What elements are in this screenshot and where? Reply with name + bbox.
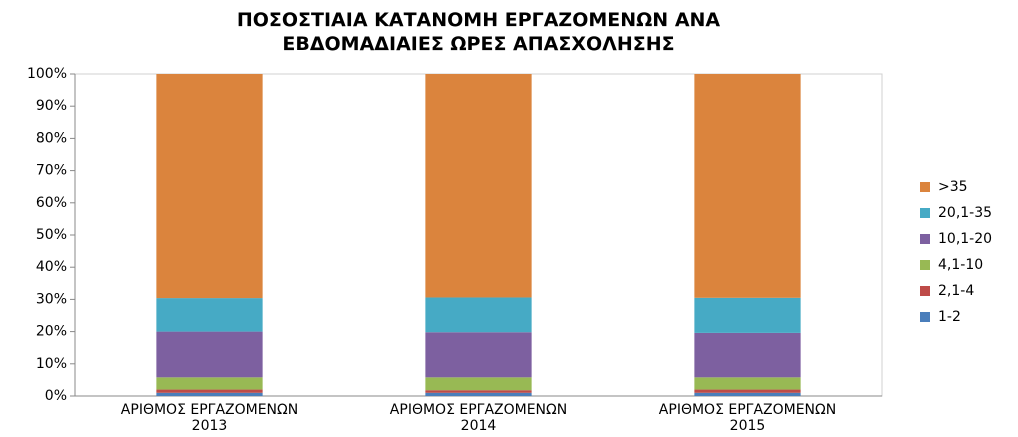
legend-label: 4,1-10: [938, 257, 983, 273]
y-tick-label: 80%: [36, 130, 67, 146]
bar-segment: [425, 392, 532, 396]
legend-swatch: [920, 208, 930, 218]
legend-swatch: [920, 260, 930, 270]
legend-swatch: [920, 182, 930, 192]
bar-segment: [694, 392, 801, 396]
bar-segment: [694, 377, 801, 390]
bar-segment: [156, 74, 263, 299]
bar-segment: [694, 297, 801, 333]
y-tick-label: 30%: [36, 291, 67, 307]
bar-segment: [694, 74, 801, 298]
bar-segment: [694, 389, 801, 393]
y-tick-label: 40%: [36, 259, 67, 275]
bar-segment: [425, 390, 532, 393]
legend-label: >35: [938, 179, 968, 195]
y-tick-label: 50%: [36, 227, 67, 243]
legend-label: 20,1-35: [938, 205, 992, 221]
bar-segment: [156, 389, 263, 393]
bar-segment: [156, 377, 263, 390]
y-tick-label: 70%: [36, 163, 67, 179]
y-tick-label: 20%: [36, 324, 67, 340]
legend-label: 2,1-4: [938, 283, 974, 299]
y-tick-label: 10%: [36, 356, 67, 372]
x-tick-label: ΑΡΙΘΜΟΣ ΕΡΓΑΖΟΜΕΝΩΝ 2013: [120, 402, 299, 434]
legend-label: 1-2: [938, 309, 961, 325]
legend-label: 10,1-20: [938, 231, 992, 247]
x-tick-label: ΑΡΙΘΜΟΣ ΕΡΓΑΖΟΜΕΝΩΝ 2014: [389, 402, 568, 434]
bar-segment: [425, 297, 532, 333]
legend-swatch: [920, 234, 930, 244]
legend-swatch: [920, 312, 930, 322]
x-tick-label: ΑΡΙΘΜΟΣ ΕΡΓΑΖΟΜΕΝΩΝ 2015: [658, 402, 837, 434]
y-tick-label: 0%: [45, 388, 67, 404]
y-tick-label: 90%: [36, 98, 67, 114]
bar-segment: [156, 392, 263, 396]
y-tick-label: 60%: [36, 195, 67, 211]
bar-segment: [425, 377, 532, 391]
y-tick-label: 100%: [27, 66, 67, 82]
bar-segment: [425, 74, 532, 298]
bar-segment: [156, 298, 263, 332]
chart-title: ΠΟΣΟΣΤΙΑΙΑ ΚΑΤΑΝΟΜΗ ΕΡΓΑΖΟΜΕΝΩΝ ΑΝΑ ΕΒΔΟ…: [236, 9, 721, 55]
bar-segment: [156, 331, 263, 378]
legend-swatch: [920, 286, 930, 296]
bar-segment: [425, 332, 532, 378]
bar-segment: [694, 332, 801, 378]
